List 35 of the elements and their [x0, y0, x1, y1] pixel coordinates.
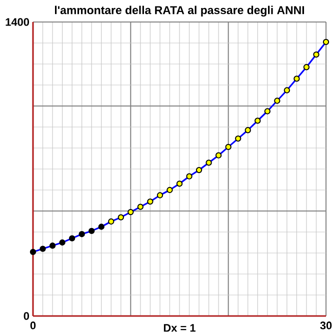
point	[264, 108, 270, 114]
point	[186, 173, 192, 180]
point	[254, 118, 261, 124]
point	[176, 180, 183, 187]
point	[303, 64, 310, 70]
point	[274, 98, 280, 104]
point	[49, 242, 56, 249]
x-tick-label: 30	[320, 322, 332, 330]
point	[294, 76, 300, 82]
point	[196, 166, 202, 174]
point	[156, 192, 164, 198]
y-tick-label: 1400	[6, 18, 30, 26]
point	[59, 239, 66, 246]
point	[98, 224, 104, 230]
point	[284, 87, 290, 94]
point	[322, 38, 330, 46]
point	[215, 152, 222, 158]
point	[137, 204, 144, 210]
point	[206, 160, 212, 166]
point	[128, 208, 134, 216]
point	[225, 144, 232, 150]
point	[78, 231, 85, 238]
point	[147, 198, 154, 205]
point	[244, 127, 251, 134]
point	[108, 218, 114, 225]
point	[40, 246, 46, 252]
point	[30, 248, 36, 256]
point	[313, 51, 320, 58]
chart-title: l'ammontare della RATA al passare degli ANNI	[54, 6, 304, 16]
point	[118, 214, 124, 220]
x-axis-title: Dx = 1	[164, 324, 196, 332]
point	[235, 135, 242, 142]
point	[88, 228, 95, 234]
point	[166, 186, 173, 194]
point	[68, 235, 76, 242]
